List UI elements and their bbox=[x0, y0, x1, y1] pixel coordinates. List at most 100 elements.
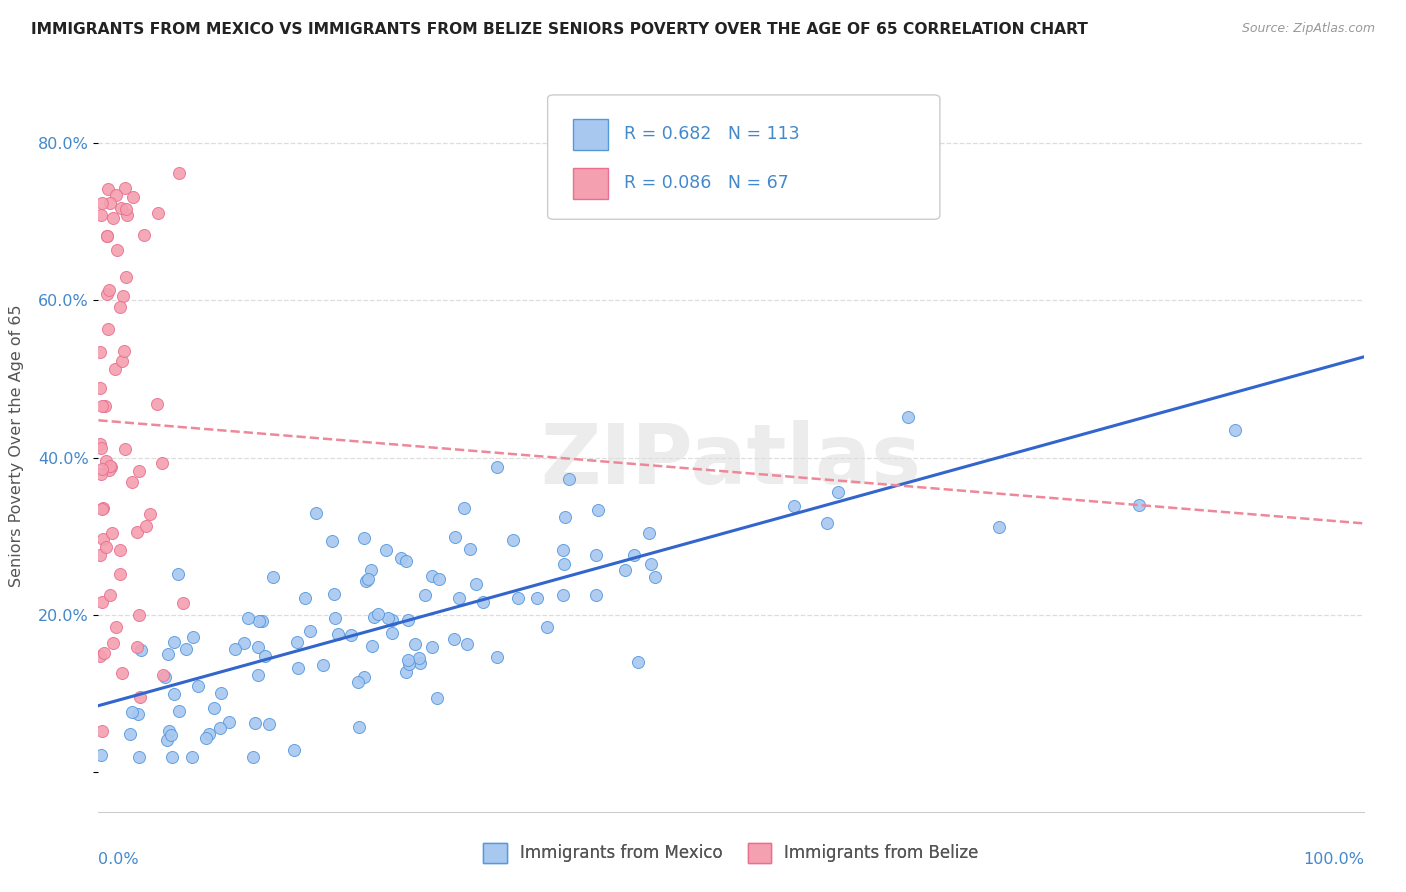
Point bbox=[283, 743, 305, 757]
Point bbox=[110, 301, 132, 315]
Point bbox=[89, 648, 111, 663]
Point bbox=[97, 181, 120, 195]
Point bbox=[247, 667, 270, 681]
Point bbox=[181, 749, 204, 764]
Point bbox=[408, 650, 430, 665]
Point bbox=[426, 690, 449, 705]
Point bbox=[146, 206, 169, 220]
Point bbox=[98, 463, 121, 477]
Point bbox=[90, 399, 112, 413]
Point bbox=[157, 723, 180, 738]
Point bbox=[104, 362, 127, 376]
Legend: Immigrants from Mexico, Immigrants from Belize: Immigrants from Mexico, Immigrants from … bbox=[477, 837, 986, 869]
Point bbox=[287, 635, 309, 649]
Point bbox=[323, 611, 346, 625]
Point bbox=[526, 591, 548, 605]
Point bbox=[420, 569, 443, 583]
Point bbox=[135, 519, 157, 533]
Point bbox=[367, 607, 389, 621]
Point bbox=[94, 540, 117, 554]
Text: ZIPatlas: ZIPatlas bbox=[541, 420, 921, 501]
Point bbox=[326, 627, 349, 641]
Point bbox=[644, 569, 666, 583]
Point bbox=[89, 381, 111, 395]
Point bbox=[90, 747, 112, 762]
Text: 100.0%: 100.0% bbox=[1303, 852, 1364, 867]
Point bbox=[827, 485, 849, 500]
Point bbox=[121, 706, 143, 720]
Point bbox=[90, 467, 112, 481]
Point bbox=[100, 460, 122, 475]
Point bbox=[208, 721, 231, 735]
Point bbox=[323, 587, 346, 601]
Point bbox=[107, 244, 129, 258]
Point bbox=[101, 525, 124, 540]
Point bbox=[145, 397, 167, 411]
Point bbox=[89, 344, 111, 359]
Point bbox=[305, 506, 328, 520]
Point bbox=[988, 519, 1011, 533]
Point bbox=[361, 639, 384, 653]
Point bbox=[783, 500, 806, 514]
Point bbox=[232, 635, 254, 649]
Point bbox=[111, 289, 134, 303]
Point bbox=[312, 657, 335, 672]
Point bbox=[360, 563, 382, 577]
Point bbox=[294, 591, 316, 606]
Point bbox=[110, 543, 132, 558]
Point bbox=[413, 588, 436, 602]
Point bbox=[224, 642, 246, 657]
Point bbox=[396, 613, 419, 627]
Point bbox=[110, 665, 132, 680]
Point bbox=[485, 650, 508, 665]
Point bbox=[104, 620, 127, 634]
Point bbox=[623, 548, 645, 562]
Point bbox=[353, 670, 375, 684]
Point bbox=[363, 610, 385, 624]
Point bbox=[553, 588, 575, 602]
Point bbox=[174, 642, 197, 657]
Point bbox=[375, 543, 398, 558]
Point bbox=[162, 749, 184, 764]
Point bbox=[96, 228, 118, 243]
Point bbox=[101, 635, 124, 649]
Point bbox=[396, 653, 419, 667]
Point bbox=[91, 595, 114, 609]
Point bbox=[443, 530, 465, 544]
Point bbox=[125, 525, 148, 540]
Point bbox=[91, 532, 114, 546]
Point bbox=[89, 437, 111, 451]
Point bbox=[377, 611, 399, 625]
Point bbox=[97, 322, 120, 336]
Point bbox=[614, 563, 637, 577]
Point bbox=[89, 208, 111, 222]
Point bbox=[447, 591, 470, 606]
Point bbox=[551, 542, 574, 557]
Point bbox=[472, 595, 495, 609]
Point bbox=[114, 181, 136, 195]
Point bbox=[409, 656, 432, 670]
Point bbox=[181, 630, 204, 644]
Point bbox=[381, 626, 404, 640]
Point bbox=[404, 637, 426, 651]
Point bbox=[115, 270, 138, 285]
Point bbox=[340, 628, 363, 642]
Point bbox=[187, 679, 209, 693]
Point bbox=[152, 668, 174, 682]
Point bbox=[347, 675, 370, 690]
Point bbox=[128, 464, 150, 478]
Point bbox=[172, 596, 194, 610]
Point bbox=[242, 749, 264, 764]
Point bbox=[90, 441, 112, 455]
Point bbox=[353, 531, 375, 545]
Point bbox=[94, 399, 117, 413]
Point bbox=[389, 550, 412, 565]
FancyBboxPatch shape bbox=[547, 95, 941, 219]
Point bbox=[129, 642, 152, 657]
Point bbox=[257, 717, 280, 731]
Point bbox=[121, 190, 143, 204]
Point bbox=[238, 610, 260, 624]
Point bbox=[91, 195, 114, 210]
Point bbox=[254, 648, 277, 663]
Point bbox=[502, 533, 524, 548]
